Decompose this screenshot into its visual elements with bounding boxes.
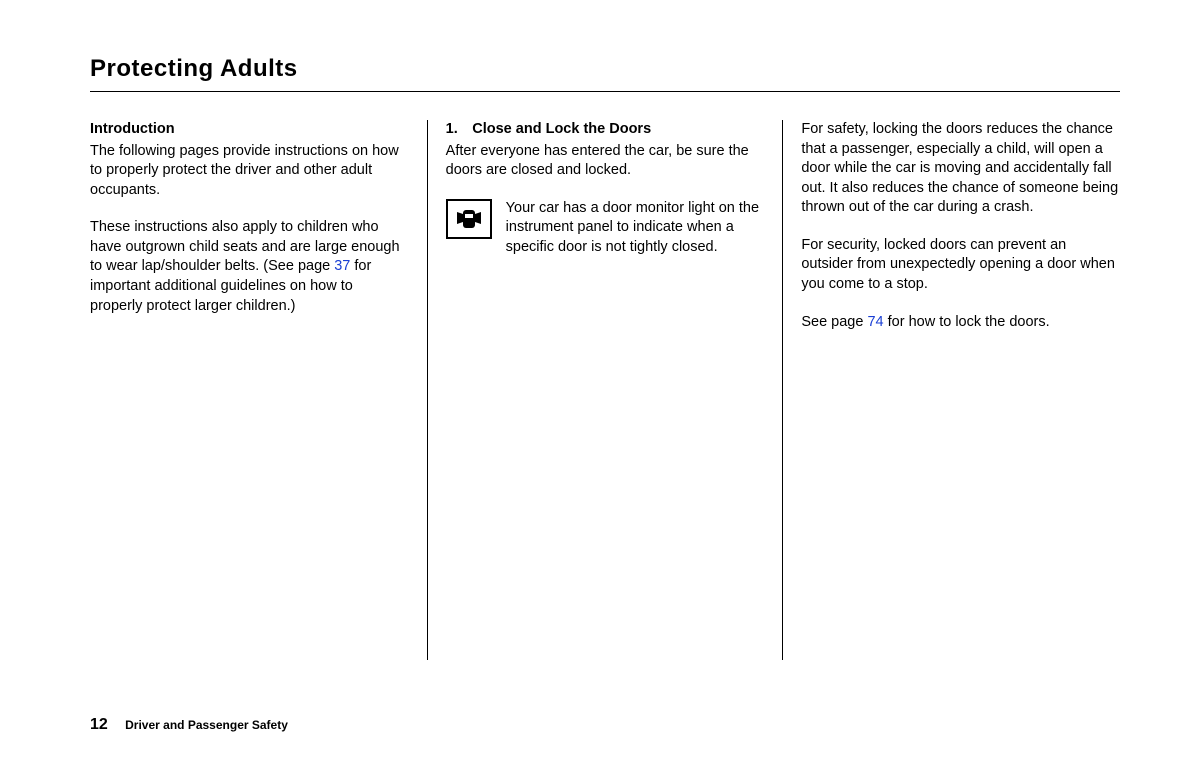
page-ref-74[interactable]: 74 bbox=[867, 314, 883, 330]
see-page-para: See page 74 for how to lock the doors. bbox=[801, 313, 1120, 333]
column-3: For safety, locking the doors reduces th… bbox=[783, 120, 1120, 660]
step1-para-1: After everyone has entered the car, be s… bbox=[446, 142, 765, 181]
see-page-a: See page bbox=[801, 314, 867, 330]
see-page-b: for how to lock the doors. bbox=[884, 314, 1050, 330]
page-title: Protecting Adults bbox=[90, 55, 1120, 92]
page-ref-37[interactable]: 37 bbox=[334, 258, 350, 274]
safety-para: For safety, locking the doors reduces th… bbox=[801, 120, 1120, 218]
door-monitor-text: Your car has a door monitor light on the… bbox=[506, 200, 759, 255]
intro-para-1: The following pages provide instructions… bbox=[90, 142, 409, 201]
security-para: For security, locked doors can prevent a… bbox=[801, 236, 1120, 295]
page-number: 12 bbox=[90, 716, 108, 733]
content-columns: Introduction The following pages provide… bbox=[90, 120, 1120, 660]
door-monitor-para: Your car has a door monitor light on the… bbox=[446, 199, 765, 258]
column-2: 1. Close and Lock the Doors After everyo… bbox=[427, 120, 784, 660]
step1-heading: 1. Close and Lock the Doors bbox=[446, 120, 765, 140]
page-footer: 12 Driver and Passenger Safety bbox=[90, 716, 288, 734]
section-label: Driver and Passenger Safety bbox=[125, 718, 288, 732]
intro-heading: Introduction bbox=[90, 120, 409, 140]
door-open-icon bbox=[446, 199, 492, 239]
intro-para-2: These instructions also apply to childre… bbox=[90, 218, 409, 316]
column-1: Introduction The following pages provide… bbox=[90, 120, 427, 660]
